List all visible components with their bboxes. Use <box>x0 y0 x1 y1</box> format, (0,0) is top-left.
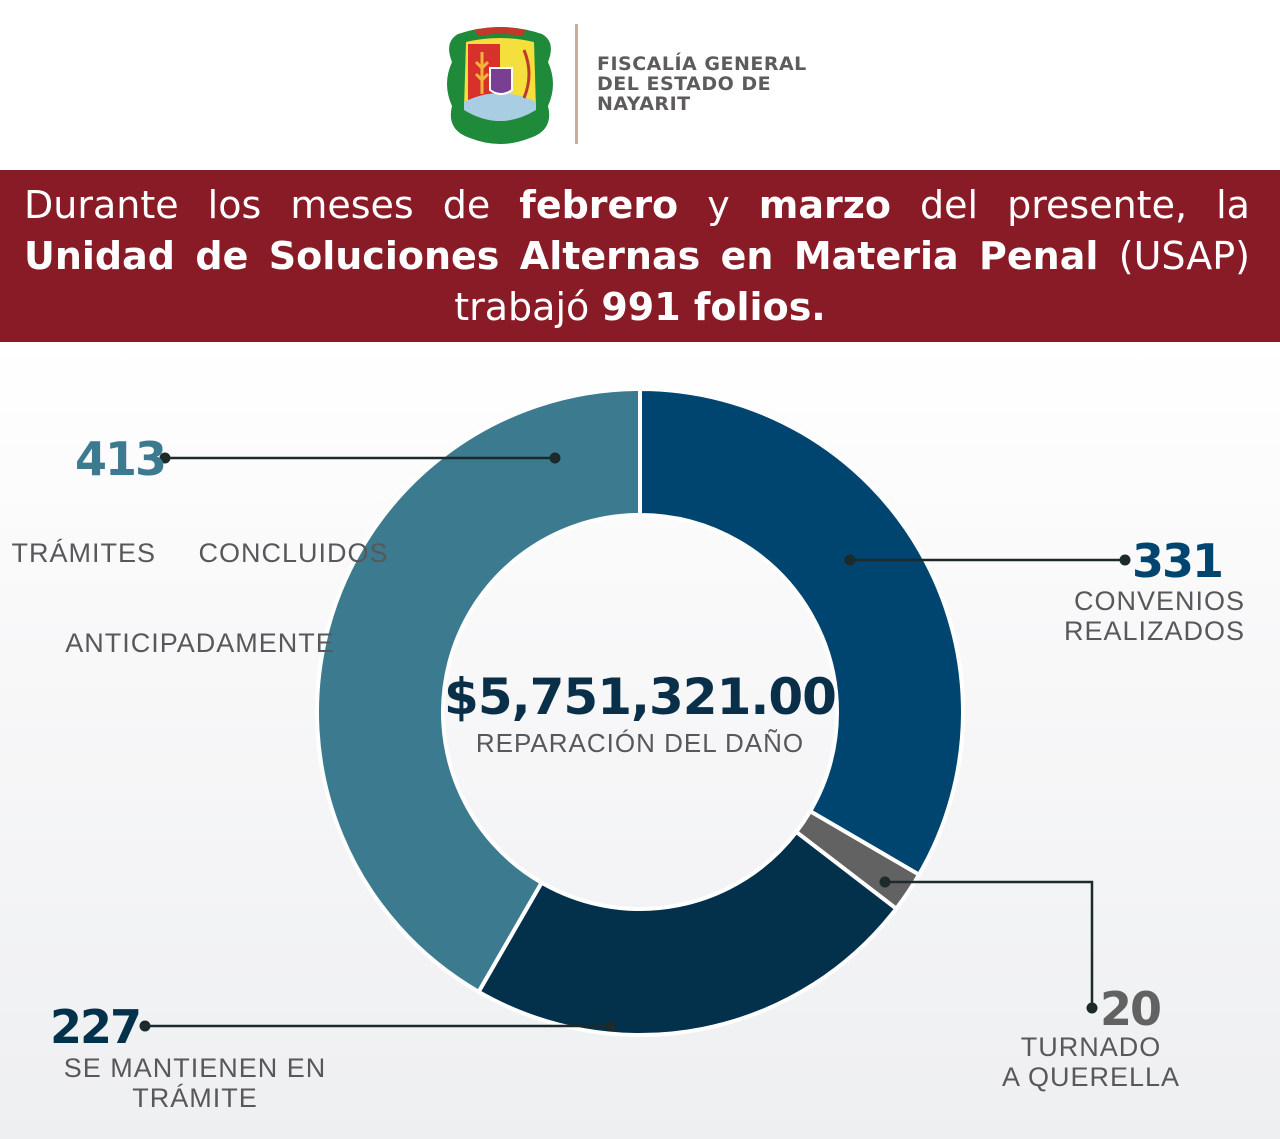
center-amount: $5,751,321.00 <box>444 668 837 726</box>
coat-of-arms-logo <box>447 27 553 144</box>
label-line: TRÁMITE <box>132 1083 258 1113</box>
leader-dot <box>844 554 856 566</box>
org-line: FISCALÍA GENERAL <box>597 53 807 75</box>
word: Durante <box>24 183 179 227</box>
leader-line-querella <box>885 880 1094 1008</box>
label-line: REALIZADOS <box>1063 616 1245 646</box>
leader-dot <box>1119 554 1131 566</box>
org-line: NAYARIT <box>597 93 691 115</box>
word: febrero <box>519 183 679 227</box>
org-line: DEL ESTADO DE <box>597 73 772 95</box>
word: Alternas <box>519 234 701 278</box>
leader-dot <box>1086 1002 1098 1014</box>
category-label-tramite: SE MANTIENEN EN TRÁMITE <box>40 1053 350 1113</box>
label-line: CONVENIOS <box>1073 586 1245 616</box>
word: presente, <box>1007 183 1188 227</box>
donut-slice-convenios <box>638 386 965 878</box>
headline-line-2: Unidad de Soluciones Alternas en Materia… <box>24 231 1250 282</box>
headline-banner: Durante los meses de febrero y marzo del… <box>0 170 1280 342</box>
word: del <box>920 183 979 227</box>
word: trabajó <box>454 285 602 329</box>
leader-dot <box>139 1020 151 1032</box>
value-label-convenios: 331 <box>1132 534 1224 588</box>
leader-dot <box>604 1020 616 1032</box>
word: Penal <box>979 234 1099 278</box>
word: en <box>720 234 774 278</box>
header: FISCALÍA GENERAL DEL ESTADO DE NAYARIT <box>0 0 1280 170</box>
word: los <box>207 183 262 227</box>
organization-name: FISCALÍA GENERAL DEL ESTADO DE NAYARIT <box>597 54 807 114</box>
center-label: REPARACIÓN DEL DAÑO <box>475 728 805 758</box>
donut-slice-concluidos <box>315 386 642 995</box>
category-label-querella: TURNADO A QUERELLA <box>980 1032 1202 1092</box>
label-line: TRÁMITES CONCLUIDOS <box>11 538 389 568</box>
word: de <box>442 183 491 227</box>
word: Materia <box>793 234 959 278</box>
word: y <box>707 183 730 227</box>
word: la <box>1216 183 1250 227</box>
leader-dot <box>549 452 561 464</box>
donut-slice-tramite <box>475 829 900 1037</box>
category-label-convenios: CONVENIOS REALIZADOS <box>1000 586 1245 646</box>
leader-dot <box>879 876 891 888</box>
label-line: SE MANTIENEN EN <box>63 1053 327 1083</box>
headline-line-3: trabajó 991 folios. <box>0 282 1280 333</box>
value-label-querella: 20 <box>1100 982 1162 1036</box>
word: Unidad <box>24 234 175 278</box>
word: (USAP) <box>1118 234 1250 278</box>
folios-total: 991 folios. <box>601 285 826 329</box>
word: Soluciones <box>268 234 500 278</box>
value-label-tramite: 227 <box>50 1000 142 1054</box>
word: de <box>195 234 249 278</box>
word: meses <box>290 183 414 227</box>
divider <box>575 24 578 144</box>
headline-line-1: Durante los meses de febrero y marzo del… <box>24 180 1250 231</box>
word: marzo <box>758 183 891 227</box>
label-line: A QUERELLA <box>1001 1062 1181 1092</box>
label-line: TURNADO <box>1020 1032 1162 1062</box>
category-label-concluidos: TRÁMITES CONCLUIDOS ANTICIPADAMENTE <box>10 478 390 688</box>
value-label-concluidos: 413 <box>75 432 167 486</box>
leader-dot <box>159 452 171 464</box>
label-line: ANTICIPADAMENTE <box>65 628 335 658</box>
